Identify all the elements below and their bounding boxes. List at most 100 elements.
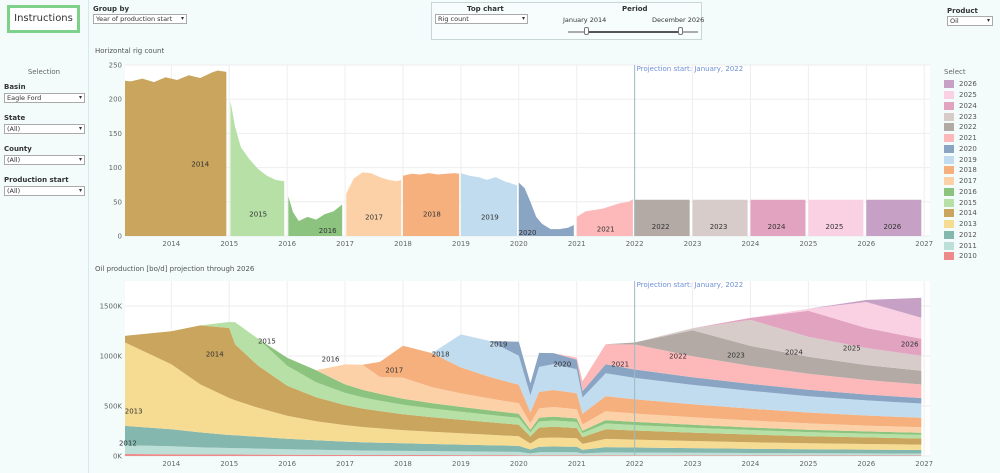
legend-label: 2011 xyxy=(959,241,977,250)
series-label: 2014 xyxy=(191,161,209,169)
projection-annotation: Projection start: January, 2022 xyxy=(637,65,744,73)
x-tick-label: 2025 xyxy=(799,240,817,248)
product-dropdown[interactable]: Oil ▾ xyxy=(947,16,993,26)
x-tick-label: 2024 xyxy=(742,240,760,248)
legend-label: 2012 xyxy=(959,230,977,239)
x-tick-label: 2022 xyxy=(626,460,644,468)
top-chart-dropdown[interactable]: Rig count ▾ xyxy=(435,14,528,24)
legend-swatch xyxy=(944,209,954,218)
series-label: 2012 xyxy=(119,440,137,448)
x-tick-label: 2025 xyxy=(799,460,817,468)
oil-area-2015 xyxy=(125,322,922,439)
series-label: 2018 xyxy=(423,211,441,219)
series-label: 2019 xyxy=(490,341,508,349)
period-start-handle[interactable] xyxy=(583,27,589,35)
basin-dropdown[interactable]: Eagle Ford ▾ xyxy=(4,93,85,103)
legend-item-2020[interactable]: 2020 xyxy=(944,144,1000,155)
chevron-down-icon: ▾ xyxy=(78,94,82,101)
legend-item-2022[interactable]: 2022 xyxy=(944,122,1000,133)
legend-label: 2019 xyxy=(959,155,977,164)
oil-area-2013 xyxy=(125,342,922,450)
x-tick-label: 2015 xyxy=(220,460,238,468)
period-slider-fill xyxy=(586,31,680,33)
oil-area-2023 xyxy=(125,319,922,384)
series-label: 2020 xyxy=(519,229,537,237)
series-label: 2018 xyxy=(432,351,450,359)
rig-area-2023 xyxy=(692,199,748,236)
y-tick-label: 50 xyxy=(113,198,122,206)
series-label: 2017 xyxy=(385,367,403,375)
group-by-value: Year of production start xyxy=(96,15,173,23)
series-label: 2016 xyxy=(319,227,337,235)
x-tick-label: 2019 xyxy=(452,460,470,468)
production-start-label: Production start xyxy=(4,176,69,184)
legend-item-2013[interactable]: 2013 xyxy=(944,219,1000,230)
left-sidebar: Instructions Selection Basin Eagle Ford ▾… xyxy=(0,0,89,473)
legend-item-2010[interactable]: 2010 xyxy=(944,251,1000,262)
legend-swatch xyxy=(944,220,954,229)
series-label: 2019 xyxy=(481,213,499,221)
series-label: 2024 xyxy=(768,223,786,231)
series-label: 2015 xyxy=(258,338,276,346)
legend-item-2026[interactable]: 2026 xyxy=(944,79,1000,90)
rig-area-2014 xyxy=(125,70,227,236)
chevron-down-icon: ▾ xyxy=(986,17,990,24)
legend-item-2017[interactable]: 2017 xyxy=(944,176,1000,187)
county-value: (All) xyxy=(7,156,21,164)
legend-swatch xyxy=(944,241,954,250)
top-chart-label: Top chart xyxy=(467,5,504,13)
rig-area-2019 xyxy=(460,173,518,236)
legend-label: 2023 xyxy=(959,112,977,121)
x-tick-label: 2018 xyxy=(394,460,412,468)
state-dropdown[interactable]: (All) ▾ xyxy=(4,124,85,134)
legend-swatch xyxy=(944,101,954,110)
series-label: 2020 xyxy=(553,361,571,369)
legend-item-2016[interactable]: 2016 xyxy=(944,187,1000,198)
rig-area-2018 xyxy=(402,173,460,236)
x-tick-label: 2018 xyxy=(394,240,412,248)
rig-area-2024 xyxy=(750,199,806,236)
production-start-dropdown[interactable]: (All) ▾ xyxy=(4,186,85,196)
legend-swatch xyxy=(944,166,954,175)
legend-item-2025[interactable]: 2025 xyxy=(944,90,1000,101)
rig-area-2020 xyxy=(518,182,574,236)
instructions-button[interactable]: Instructions xyxy=(7,5,80,33)
group-by-dropdown[interactable]: Year of production start ▾ xyxy=(93,14,187,24)
legend-item-2024[interactable]: 2024 xyxy=(944,101,1000,112)
chevron-down-icon: ▾ xyxy=(78,156,82,163)
y-tick-label: 1500K xyxy=(100,303,123,311)
x-tick-label: 2027 xyxy=(915,240,933,248)
series-label: 2021 xyxy=(611,361,629,369)
y-tick-label: 0K xyxy=(113,453,122,461)
oil-area-2021 xyxy=(125,322,922,399)
legend-item-2011[interactable]: 2011 xyxy=(944,240,1000,251)
x-tick-label: 2026 xyxy=(857,460,875,468)
oil-area-2010 xyxy=(125,454,922,456)
oil-area-2022 xyxy=(125,322,922,385)
legend-swatch xyxy=(944,144,954,153)
legend-item-2019[interactable]: 2019 xyxy=(944,154,1000,165)
legend-item-2012[interactable]: 2012 xyxy=(944,230,1000,241)
oil-area-2018 xyxy=(125,322,922,428)
legend-item-2021[interactable]: 2021 xyxy=(944,133,1000,144)
legend-item-2023[interactable]: 2023 xyxy=(944,111,1000,122)
period-end-handle[interactable] xyxy=(677,27,683,35)
rig-area-2016 xyxy=(288,196,343,236)
chevron-down-icon: ▾ xyxy=(521,15,525,22)
legend-swatch xyxy=(944,187,954,196)
period-start-label: January 2014 xyxy=(563,16,607,24)
x-tick-label: 2014 xyxy=(162,460,180,468)
legend-label: 2010 xyxy=(959,252,977,261)
legend-item-2018[interactable]: 2018 xyxy=(944,165,1000,176)
oil-area-2012 xyxy=(125,425,922,454)
basin-label: Basin xyxy=(4,83,26,91)
legend-item-2014[interactable]: 2014 xyxy=(944,208,1000,219)
series-label: 2021 xyxy=(597,226,615,234)
y-tick-label: 150 xyxy=(109,130,122,138)
period-slider-track[interactable] xyxy=(568,27,698,35)
county-dropdown[interactable]: (All) ▾ xyxy=(4,155,85,165)
legend-item-2015[interactable]: 2015 xyxy=(944,197,1000,208)
series-group xyxy=(125,297,922,456)
oil-chart-title: Oil production [bo/d] projection through… xyxy=(95,265,255,273)
x-tick-label: 2019 xyxy=(452,240,470,248)
